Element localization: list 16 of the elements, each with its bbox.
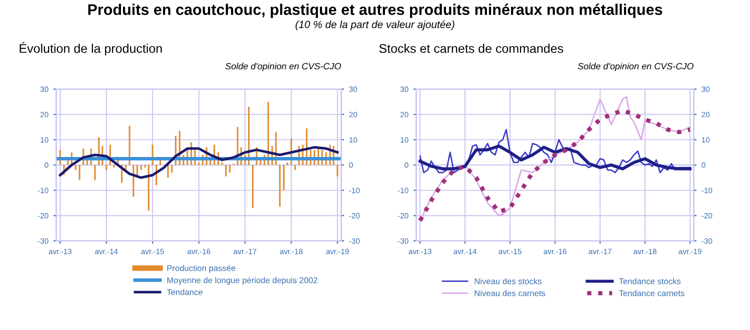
- legend-label: Production passée: [167, 264, 236, 273]
- legend-label: Tendance stocks: [619, 278, 681, 284]
- line-series: [58, 146, 339, 179]
- chart-subtitle: Solde d'opinion en CVS-CJO: [225, 62, 342, 72]
- line-series: [419, 128, 691, 174]
- line-series: [418, 144, 692, 170]
- legend-label: Tendance carnets: [619, 290, 684, 296]
- text: (10 % de la part de valeur ajoutée): [296, 20, 454, 30]
- chart-title: Stocks et carnets de commandes: [379, 44, 564, 53]
- chart-title: Évolution de la production: [20, 42, 162, 56]
- legend-label: Niveau des stocks: [474, 278, 542, 284]
- chart-subtitle: Solde d'opinion en CVS-CJO: [578, 62, 694, 72]
- legend-label: Tendance: [166, 288, 202, 296]
- legend-label: Niveau des carnets: [474, 290, 546, 296]
- legend-label: Moyenne de longue période depuis 2002: [167, 276, 318, 285]
- text: Produits en caoutchouc, plastique et autres produits minéraux non métalliques: [88, 4, 662, 18]
